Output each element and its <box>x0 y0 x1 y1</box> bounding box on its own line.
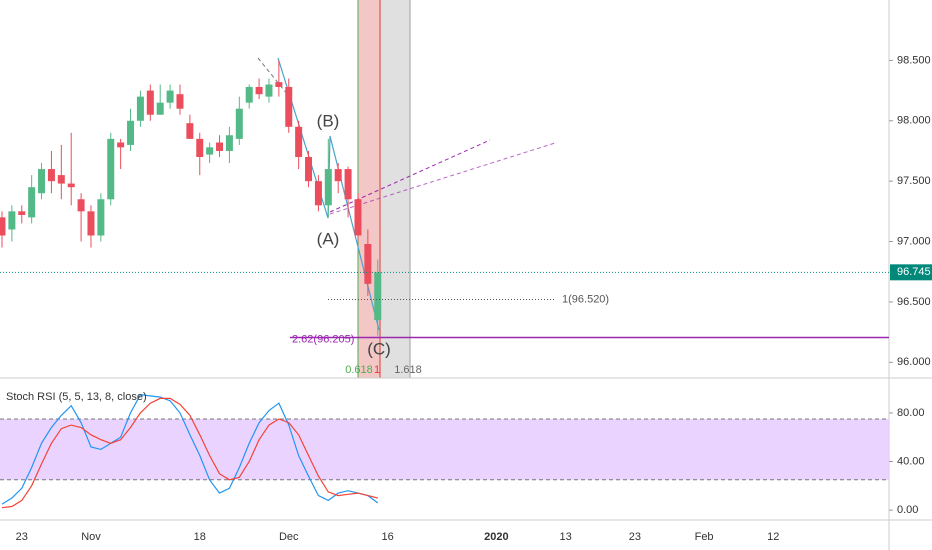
candle-body <box>156 102 164 115</box>
candle-body <box>47 169 55 182</box>
x-tick-label: 12 <box>767 531 779 543</box>
candle-body <box>314 181 322 206</box>
candle-body <box>117 142 125 148</box>
candle-body <box>265 84 273 97</box>
candle-body <box>374 272 382 321</box>
candle-body <box>77 199 85 212</box>
candle-body <box>38 169 46 194</box>
candle-body <box>28 187 36 218</box>
y-tick-label: 40.00 <box>897 455 925 467</box>
y-tick-label: 0.00 <box>897 504 918 516</box>
candle-body <box>295 126 303 157</box>
y-tick-label: 80.00 <box>897 407 925 419</box>
candle-body <box>275 82 283 87</box>
y-tick-label: 96.000 <box>897 356 931 368</box>
x-tick-label: Feb <box>695 531 714 543</box>
x-tick-label: 18 <box>194 531 206 543</box>
band <box>0 419 889 480</box>
candle-body <box>255 86 263 95</box>
candle-body <box>146 90 154 115</box>
candle-body <box>305 156 313 182</box>
candle-body <box>67 183 75 188</box>
candle-body <box>364 243 372 284</box>
candle-body <box>216 142 224 151</box>
annotation: 0.618 <box>345 364 373 376</box>
candle-body <box>0 217 6 236</box>
level-label: 2.62(96.205) <box>292 333 354 345</box>
candle-body <box>334 169 342 182</box>
candle-body <box>97 199 105 236</box>
annotation: (B) <box>317 111 340 130</box>
candle-body <box>8 211 16 230</box>
price-label-bg <box>890 264 932 281</box>
y-tick-label: 97.000 <box>897 235 931 247</box>
x-tick-label: 2020 <box>484 531 508 543</box>
x-tick-label: Nov <box>81 531 101 543</box>
indicator-line <box>1 397 378 509</box>
indicator-title: Stoch RSI (5, 5, 13, 8, close) <box>6 391 147 403</box>
candle-body <box>344 169 352 200</box>
y-tick-label: 98.000 <box>897 115 931 127</box>
trend-line <box>329 142 556 215</box>
candle-body <box>196 138 204 157</box>
candle-body <box>206 147 214 155</box>
candle-body <box>176 94 184 109</box>
candle-body <box>186 123 194 139</box>
candle-body <box>57 175 65 184</box>
x-tick-label: 23 <box>629 531 641 543</box>
y-tick-label: 98.500 <box>897 54 931 66</box>
candle-body <box>18 211 26 215</box>
annotation: (A) <box>317 229 340 248</box>
x-tick-label: 23 <box>16 531 28 543</box>
candle-body <box>166 90 174 103</box>
candle-body <box>324 169 332 206</box>
y-tick-label: 97.500 <box>897 175 931 187</box>
time-zone <box>380 0 410 378</box>
candle-body <box>107 138 115 200</box>
candle-body <box>354 199 362 236</box>
x-tick-label: 13 <box>560 531 572 543</box>
candle-body <box>87 211 95 236</box>
annotation: 1 <box>374 364 380 376</box>
candle-body <box>127 120 135 145</box>
indicator-line <box>1 394 379 505</box>
x-tick-label: 16 <box>382 531 394 543</box>
annotation: 1.618 <box>394 364 422 376</box>
y-tick-label: 96.500 <box>897 296 931 308</box>
candle-body <box>235 108 243 139</box>
candle-body <box>285 86 293 127</box>
price-label: 96.745 <box>897 266 931 278</box>
candle-body <box>225 135 233 151</box>
candle-body <box>245 86 253 103</box>
candle-body <box>136 96 144 121</box>
level-label: 1(96.520) <box>562 293 609 305</box>
annotation: (C) <box>367 339 391 358</box>
x-tick-label: Dec <box>279 531 299 543</box>
